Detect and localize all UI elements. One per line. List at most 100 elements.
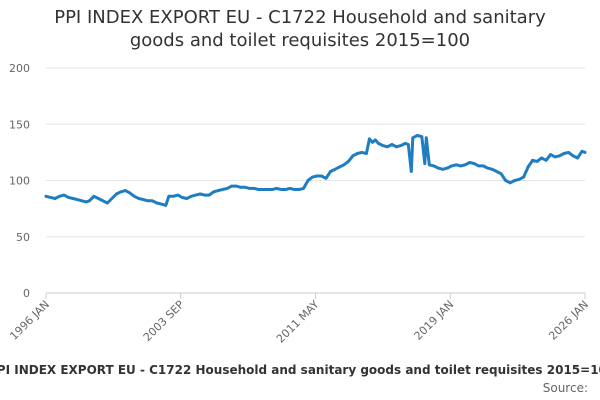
data-point	[189, 194, 193, 198]
series-layer	[44, 134, 587, 207]
data-point	[92, 194, 96, 198]
data-point	[517, 178, 521, 181]
x-tick-label: 2003 SEP	[141, 298, 187, 344]
legend-item-series-1[interactable]: PPI INDEX EXPORT EU - C1722 Household an…	[0, 363, 600, 377]
data-point	[481, 164, 485, 168]
data-point	[544, 158, 548, 162]
y-tick-label: 200	[9, 62, 30, 75]
data-point	[360, 151, 364, 154]
chart-title-line-1: PPI INDEX EXPORT EU - C1722 Household an…	[54, 7, 546, 28]
data-point	[423, 162, 427, 166]
data-point	[450, 164, 454, 168]
data-point	[390, 143, 394, 146]
data-point	[150, 199, 154, 203]
data-point	[409, 170, 413, 173]
data-point	[333, 167, 337, 171]
data-point	[406, 143, 410, 146]
data-point	[424, 136, 428, 140]
data-point	[106, 201, 109, 205]
data-point	[540, 156, 543, 160]
data-point	[155, 201, 159, 205]
data-point	[171, 194, 175, 198]
data-point	[549, 153, 552, 157]
data-point	[420, 135, 424, 139]
data-point	[44, 194, 48, 198]
data-point	[293, 188, 296, 191]
data-point	[368, 137, 371, 141]
data-point	[302, 187, 305, 190]
data-point	[342, 163, 346, 167]
data-point	[495, 170, 499, 173]
data-point	[580, 149, 584, 153]
data-point	[225, 187, 229, 190]
data-point	[53, 197, 57, 200]
data-point	[504, 179, 507, 182]
legend[interactable]: PPI INDEX EXPORT EU - C1722 Household an…	[0, 362, 600, 382]
data-point	[252, 187, 256, 190]
data-point	[176, 193, 180, 197]
data-point	[415, 134, 419, 137]
data-point	[180, 196, 184, 199]
y-tick-label: 50	[16, 231, 30, 244]
data-point	[576, 156, 579, 160]
data-point	[167, 194, 171, 198]
data-point	[198, 192, 202, 196]
data-point	[270, 188, 274, 191]
data-point	[115, 192, 118, 196]
x-tick-label: 1996 JAN	[7, 298, 52, 343]
y-tick-label: 0	[23, 287, 30, 300]
data-point	[266, 188, 269, 191]
data-point	[243, 185, 247, 189]
data-point	[137, 197, 141, 200]
source-label: Source:	[542, 381, 588, 395]
data-point	[535, 160, 539, 163]
series-line	[44, 134, 587, 207]
data-point	[207, 193, 211, 197]
data-point	[279, 188, 283, 191]
data-point	[395, 145, 398, 149]
grid-lines	[46, 67, 585, 238]
data-point	[221, 188, 225, 191]
data-point	[399, 144, 403, 148]
data-point	[351, 154, 355, 158]
data-point	[356, 152, 359, 155]
data-point	[119, 190, 123, 194]
x-tick-label: 2011 MAY	[274, 298, 322, 346]
data-point	[477, 164, 481, 168]
data-point	[159, 202, 163, 206]
data-point	[562, 152, 566, 155]
data-point	[128, 191, 132, 195]
y-tick-label: 100	[9, 175, 30, 188]
data-point	[329, 170, 332, 173]
data-point	[381, 144, 385, 148]
data-point	[463, 163, 467, 167]
data-point	[365, 152, 368, 155]
data-point	[230, 184, 234, 188]
data-point	[203, 193, 207, 197]
data-point	[194, 193, 198, 197]
y-tick-label: 150	[9, 118, 30, 131]
data-point	[454, 163, 458, 167]
data-point	[58, 194, 61, 198]
data-point	[288, 187, 292, 190]
data-point	[275, 187, 278, 190]
data-point	[522, 175, 525, 179]
data-point	[49, 196, 52, 199]
data-point	[427, 163, 431, 167]
x-tick-label: 2026 JAN	[546, 298, 591, 343]
data-point	[248, 187, 252, 190]
data-point	[76, 198, 79, 202]
data-point	[403, 142, 407, 145]
data-point	[62, 193, 66, 197]
data-point	[468, 161, 472, 164]
data-point	[324, 176, 328, 180]
data-point	[436, 166, 440, 170]
data-point	[490, 167, 494, 171]
data-point	[445, 166, 449, 170]
data-point	[347, 160, 350, 163]
data-point	[101, 199, 105, 203]
data-point	[315, 174, 319, 178]
data-point	[216, 189, 220, 193]
chart-title: PPI INDEX EXPORT EU - C1722 Household an…	[0, 6, 600, 52]
